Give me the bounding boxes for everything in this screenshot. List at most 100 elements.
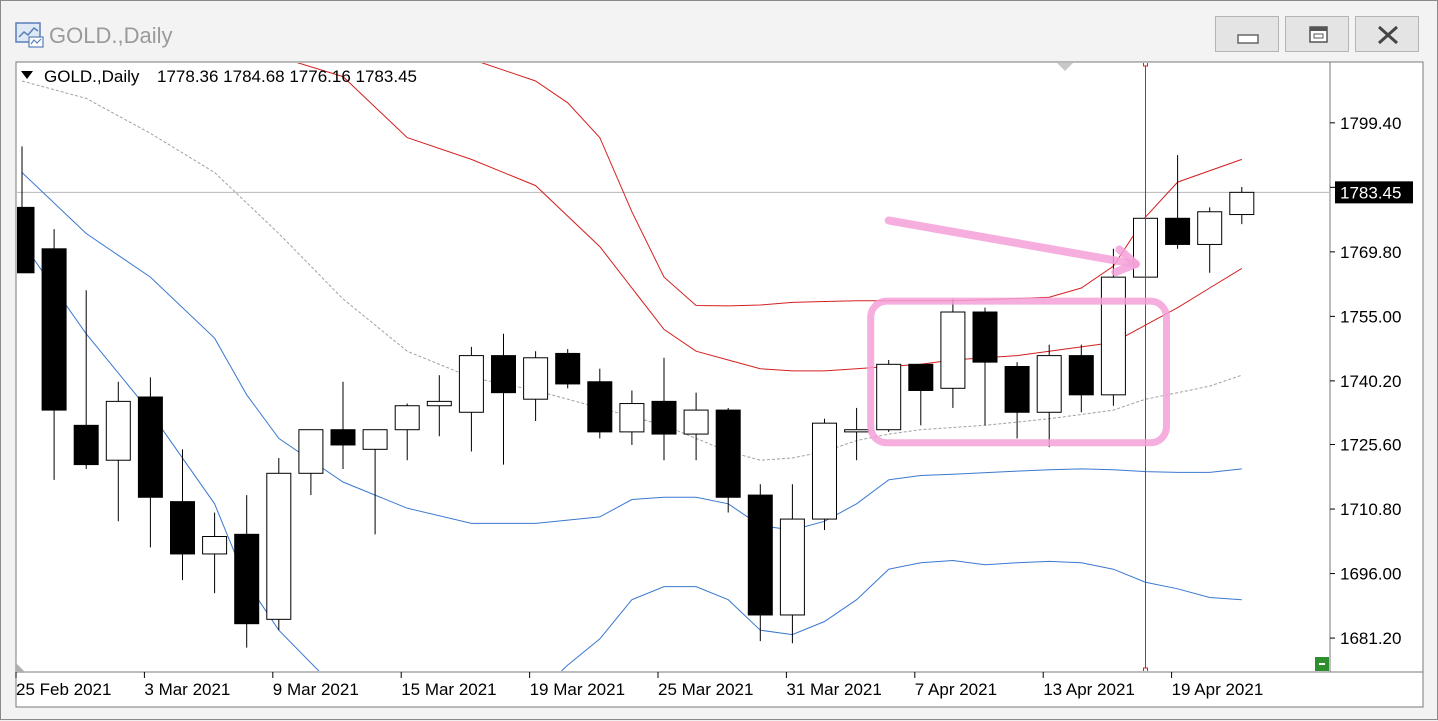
candle-body-bear	[491, 355, 516, 394]
candle-29	[940, 298, 966, 408]
corner-marker-icon	[16, 663, 25, 672]
current-price-label: 1783.45	[1340, 183, 1401, 202]
candle-body-bear	[747, 494, 773, 616]
restore-button[interactable]	[1285, 16, 1349, 52]
candle-10	[330, 381, 356, 469]
price-tick-label: 1710.80	[1340, 500, 1401, 519]
candle-body-bear	[41, 248, 67, 411]
price-tick-label: 1681.20	[1340, 629, 1401, 648]
candle-8	[266, 458, 292, 631]
candle-body-bear	[170, 501, 195, 555]
time-tick-label: 7 Apr 2021	[915, 680, 997, 699]
arrow-annotation[interactable]	[884, 216, 1140, 269]
candle-body-bull	[940, 311, 966, 389]
candle-body-bull	[844, 429, 870, 433]
candle-body-bull	[362, 429, 388, 450]
chart-window-icon	[15, 22, 44, 48]
candle-body-bull	[1229, 191, 1255, 216]
indicator-line-4	[21, 242, 1242, 671]
annotations	[867, 62, 1170, 672]
candle-24	[779, 484, 805, 644]
current-price-box	[1335, 181, 1413, 204]
vertical-line-handle-top[interactable]	[1143, 62, 1148, 67]
candle-body-bear	[73, 424, 99, 466]
time-scale: 25 Feb 2021 3 Mar 2021 9 Mar 2021 15 Mar 20…	[15, 672, 1263, 699]
time-tick-label: 31 Mar 2021	[786, 680, 881, 699]
highlight-rectangle[interactable]	[867, 297, 1170, 447]
candle-19	[619, 390, 645, 445]
candle-body-bull	[683, 409, 709, 435]
candle-body-bull	[812, 422, 837, 520]
candle-7	[234, 495, 260, 648]
vertical-line-handle-bottom[interactable]	[1143, 667, 1148, 672]
price-axis[interactable]	[1329, 61, 1424, 673]
candle-body-bull	[1197, 211, 1223, 245]
candle-15	[491, 333, 516, 465]
restore-icon	[1309, 26, 1328, 43]
candle-38	[1229, 186, 1255, 225]
candle-body-bear	[715, 409, 741, 498]
candle-body-bull	[266, 472, 292, 620]
candle-body-bull	[426, 400, 452, 407]
candle-2	[73, 290, 99, 469]
candle-body-bear	[908, 363, 934, 391]
candle-31	[1004, 362, 1030, 439]
candle-body-bull	[523, 357, 549, 400]
candle-body-bull	[298, 429, 324, 474]
candle-body-bear	[330, 429, 356, 446]
shift-marker-icon[interactable]	[1057, 63, 1073, 71]
candle-body-bear	[17, 206, 35, 274]
legend-symbol: GOLD.,Daily	[44, 67, 140, 86]
title-bar[interactable]: GOLD.,Daily	[1, 1, 1437, 61]
price-tick-label: 1696.00	[1340, 565, 1401, 584]
candle-body-bull	[1100, 276, 1126, 396]
candle-13	[426, 375, 452, 437]
candle-21	[683, 392, 709, 461]
candle-14	[458, 346, 484, 452]
candle-37	[1197, 207, 1223, 273]
candle-30	[972, 307, 998, 426]
plot-area[interactable]	[15, 61, 1331, 673]
candle-body-bear	[137, 396, 163, 498]
price-tick-label: 1725.60	[1340, 436, 1401, 455]
time-tick-label: 25 Feb 2021	[16, 680, 111, 699]
candle-body-bear	[234, 533, 260, 625]
indicator-line-2	[21, 80, 1242, 461]
candle-16	[523, 351, 549, 421]
candle-body-bull	[876, 363, 902, 431]
price-tick-label: 1740.20	[1340, 372, 1401, 391]
legend-ohlc: 1778.36 1784.68 1776.16 1783.45	[157, 67, 417, 86]
candle-body-bull	[202, 536, 228, 555]
candle-18	[587, 368, 613, 439]
time-tick-label: 13 Apr 2021	[1043, 680, 1135, 699]
candle-23	[747, 484, 773, 642]
candle-11	[362, 429, 388, 535]
candle-4	[137, 377, 163, 548]
legend-dropdown-icon[interactable]	[21, 71, 33, 79]
close-button[interactable]	[1355, 16, 1419, 52]
candle-0	[17, 146, 35, 274]
candle-body-bear	[555, 352, 581, 385]
time-tick-label: 9 Mar 2021	[273, 680, 359, 699]
candle-22	[715, 407, 741, 513]
candle-28	[908, 363, 934, 426]
candle-body-bull	[105, 400, 131, 461]
time-tick-label: 19 Mar 2021	[530, 680, 625, 699]
candle-20	[651, 357, 677, 461]
candle-36	[1165, 155, 1191, 249]
close-icon	[1378, 25, 1398, 45]
candle-12	[394, 403, 420, 461]
time-axis[interactable]	[15, 671, 1424, 708]
candle-body-bull	[619, 403, 645, 433]
candle-body-bear	[651, 400, 677, 435]
candle-6	[202, 512, 228, 594]
candle-body-bear	[1068, 355, 1094, 396]
candle-1	[41, 229, 67, 480]
candle-body-bull	[1036, 355, 1062, 413]
candle-32	[1036, 344, 1062, 448]
time-tick-label: 3 Mar 2021	[144, 680, 230, 699]
candle-body-bear	[587, 381, 613, 433]
minimize-button[interactable]	[1215, 16, 1279, 52]
